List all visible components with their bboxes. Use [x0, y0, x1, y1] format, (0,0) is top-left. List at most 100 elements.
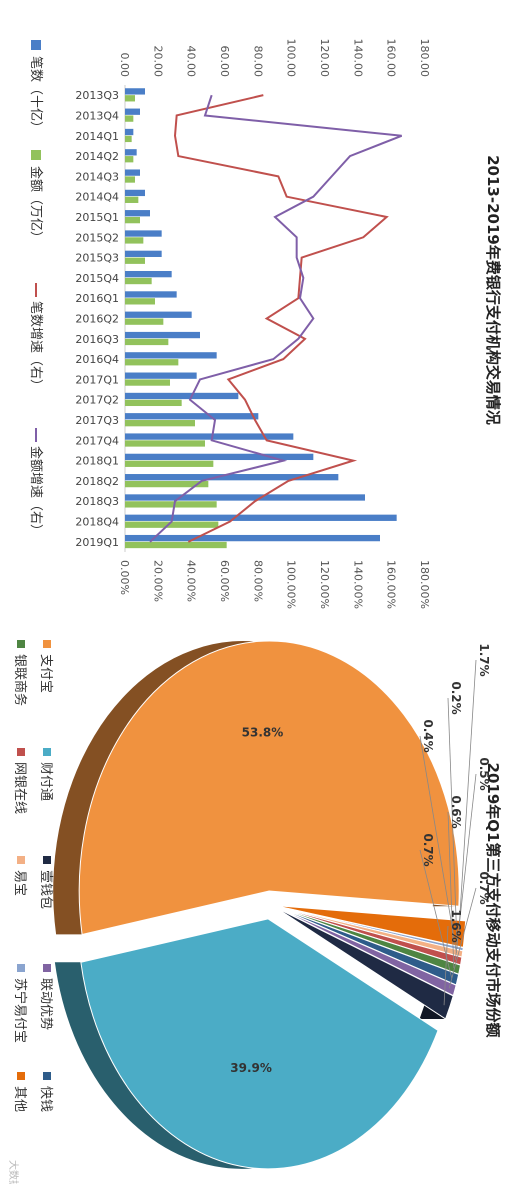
pie-area: 53.8% 39.9% 1.7% 0.2% 0.4% 0.5% 0.6% 0.7% 0.7% 1.… [53, 640, 491, 1170]
left-axis-tick: 120.00 [318, 39, 331, 78]
bar-amount [125, 237, 144, 244]
pie-slice [78, 640, 460, 936]
bar-count [125, 128, 134, 136]
right-axis-tick: 80.00% [251, 560, 264, 602]
legend-swatch [17, 640, 25, 648]
slice-value-label: 0.4% [421, 719, 435, 752]
bar-count [125, 108, 140, 115]
right-axis-tick: 160.00% [385, 560, 398, 609]
bar-amount [125, 115, 134, 122]
category-tick: 2019Q1 [75, 536, 119, 549]
slice-value-label: 39.9% [230, 1061, 272, 1075]
bar-count [125, 169, 140, 176]
slice-value-label: 0.2% [449, 681, 463, 714]
legend-swatch [31, 40, 41, 50]
right-axis-tick: 20.00% [151, 560, 164, 602]
bar-count [124, 352, 217, 359]
right-axis-tick: 180.00% [418, 560, 431, 609]
bar-amount [125, 318, 164, 325]
bar-amount [125, 359, 179, 366]
category-tick: 2014Q4 [75, 191, 119, 204]
callout-line [454, 773, 477, 960]
plot-area: 0.00 20.00 40.00 60.00 80.00 100.00 120.00 140.… [75, 39, 431, 609]
legend: 笔数（十亿） 金额（万亿） 笔数增速（右） 金额增速（右） [28, 40, 44, 537]
legend-label: 网银在线 [12, 762, 27, 814]
chart-title: 2019年Q1第三方支付移动支付市场份额 [484, 763, 502, 1038]
left-axis-tick: 20.00 [151, 46, 164, 78]
category-tick: 2017Q2 [75, 394, 119, 407]
bar-amount [125, 440, 205, 447]
bar-amount [125, 298, 155, 305]
category-tick: 2018Q4 [75, 516, 119, 529]
category-tick: 2014Q3 [75, 170, 119, 183]
legend-swatch [43, 856, 51, 864]
category-tick: 2014Q2 [75, 150, 119, 163]
bar-count [124, 149, 137, 156]
left-axis-tick: 40.00 [185, 46, 198, 78]
bar-count [124, 372, 197, 379]
legend-label: 金额（万亿） [28, 166, 44, 244]
category-tick: 2016Q2 [75, 313, 119, 326]
bar-amount [124, 541, 227, 549]
bar-count [124, 230, 162, 237]
bar-count [125, 189, 145, 197]
bar-amount [125, 95, 135, 102]
bar-amount [124, 399, 182, 407]
right-axis-tick: 0.00% [118, 560, 131, 595]
slice-value-label: 0.7% [421, 833, 435, 866]
bar-count [125, 514, 397, 521]
bar-count [125, 413, 259, 420]
left-axis-tick: 80.00 [251, 46, 264, 78]
category-tick: 2013Q3 [75, 89, 119, 102]
pie-slice [275, 906, 454, 1020]
legend-swatch [17, 964, 25, 972]
bar-amount [125, 257, 145, 264]
category-tick: 2015Q3 [75, 252, 119, 265]
category-tick: 2016Q3 [75, 333, 119, 346]
category-tick: 2018Q2 [75, 475, 119, 488]
callout-line [447, 811, 455, 969]
bar-count [125, 331, 200, 339]
legend-label: 财付通 [38, 762, 53, 801]
legend-swatch [43, 1072, 51, 1080]
right-axis-tick: 120.00% [318, 560, 331, 609]
bar-count [125, 534, 380, 542]
right-axis-tick: 140.00% [351, 560, 364, 609]
count-growth-line [173, 94, 389, 543]
amount-growth-line [149, 94, 403, 543]
bar-count [125, 392, 239, 400]
left-axis-tick: 180.00 [418, 39, 431, 78]
category-tick: 2017Q1 [75, 373, 119, 386]
bar-count [125, 494, 365, 501]
legend-swatch [43, 964, 51, 972]
right-axis-tick: 100.00% [285, 560, 298, 609]
bar-amount [125, 338, 169, 346]
left-axis-tick: 140.00 [351, 39, 364, 78]
legend-swatch [43, 640, 51, 648]
category-tick: 2018Q1 [75, 455, 119, 468]
bar-count [124, 291, 177, 298]
bar-amount [124, 135, 132, 143]
category-tick: 2013Q4 [75, 109, 119, 122]
pie-slice-side [54, 962, 439, 1169]
bar-count [125, 433, 294, 440]
callout-line [419, 735, 457, 953]
legend-swatch [43, 748, 51, 756]
slice-value-label: 1.7% [477, 643, 491, 676]
legend-label: 笔数增速（右） [28, 301, 44, 392]
legend-label: 其他 [12, 1086, 27, 1112]
category-tick: 2016Q4 [75, 353, 119, 366]
bar-amount [125, 420, 195, 427]
category-tick: 2017Q4 [75, 434, 119, 447]
category-tick: 2016Q1 [75, 292, 119, 305]
category-tick: 2014Q1 [75, 130, 119, 143]
category-tick: 2018Q3 [75, 495, 119, 508]
market-share-chart: 2019年Q1第三方支付移动支付市场份额 53.8% 39.9% 1.7% 0.2% 0… [12, 640, 502, 1170]
bar-amount [124, 501, 217, 508]
callout-line [448, 887, 477, 989]
bar-amount [125, 379, 170, 386]
bar-count [125, 474, 339, 481]
bar-amount [125, 480, 209, 488]
pie-slice [80, 918, 439, 1170]
slice-value-label: 0.7% [477, 871, 491, 904]
